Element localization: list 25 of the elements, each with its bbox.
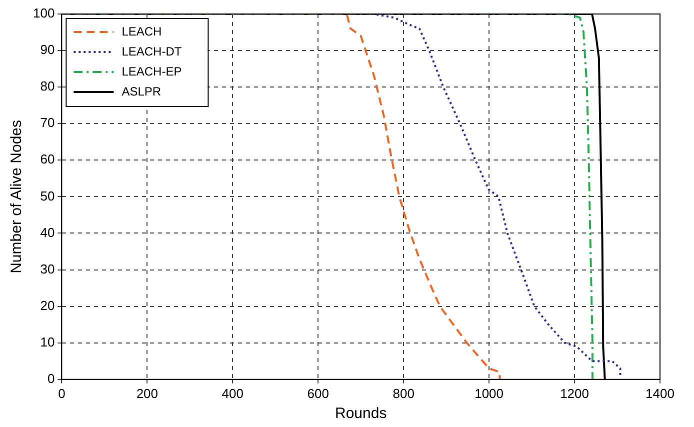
y-tick-label: 80 (40, 78, 55, 94)
x-tick-label: 200 (136, 386, 158, 401)
x-tick-label: 1000 (474, 386, 504, 401)
y-axis-title: Number of Alive Nodes (8, 120, 26, 274)
x-tick-label: 1200 (560, 386, 589, 401)
y-tick-label: 20 (40, 298, 55, 313)
legend-label: LEACH-DT (122, 44, 182, 58)
y-tick-label: 90 (40, 42, 55, 58)
y-tick-label: 0 (47, 370, 55, 386)
y-tick-label: 10 (40, 334, 55, 350)
x-tick-label: 800 (392, 386, 414, 401)
y-tick-label: 40 (40, 224, 55, 240)
y-tick-label: 70 (40, 115, 55, 130)
legend-label: ASLPR (122, 84, 162, 98)
x-axis-title: Rounds (334, 405, 387, 422)
y-tick-label: 60 (40, 152, 55, 167)
x-tick-label: 1400 (646, 386, 674, 401)
legend-label: LEACH (122, 24, 162, 38)
x-tick-label: 600 (307, 386, 329, 401)
x-tick-label: 400 (222, 386, 244, 401)
y-tick-label: 30 (40, 261, 55, 276)
y-tick-label: 100 (32, 6, 55, 21)
y-tick-label: 50 (40, 188, 55, 204)
legend-label: LEACH-EP (122, 64, 182, 78)
x-tick-label: 0 (58, 386, 66, 401)
